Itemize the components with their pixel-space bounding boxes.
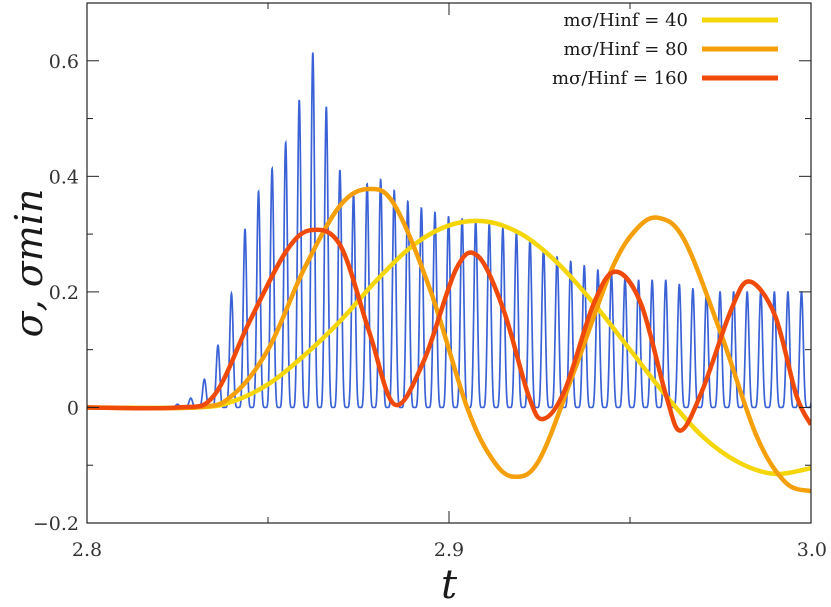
legend-entry-label-2: mσ/Hinf = 80 — [563, 39, 688, 60]
axes: −0.2 0 0.2 0.4 0.6 2.8 2.9 3.0 — [33, 2, 827, 561]
y-tick-label: 0.4 — [49, 166, 79, 188]
y-axis-label: σ, σmin — [7, 189, 51, 338]
y-tick-label: 0 — [67, 397, 79, 419]
x-tick-label: 2.9 — [434, 539, 464, 561]
y-tick-label: 0.2 — [49, 282, 79, 304]
legend-entry-label-1: mσ/Hinf = 40 — [563, 10, 688, 31]
plot-area — [87, 52, 811, 494]
legend: mσ/Hinf = 40 mσ/Hinf = 80 mσ/Hinf = 160 — [552, 10, 778, 89]
series-line-2 — [87, 186, 811, 494]
x-tick-label: 3.0 — [797, 539, 827, 561]
y-tick-label: −0.2 — [33, 513, 79, 535]
legend-entry-label-3: mσ/Hinf = 160 — [552, 68, 688, 89]
series-line-1 — [87, 218, 811, 477]
series-line-3 — [87, 227, 811, 433]
x-axis-label: t — [441, 562, 458, 607]
y-tick-label: 0.6 — [49, 51, 79, 73]
x-tick-label: 2.8 — [72, 539, 102, 561]
